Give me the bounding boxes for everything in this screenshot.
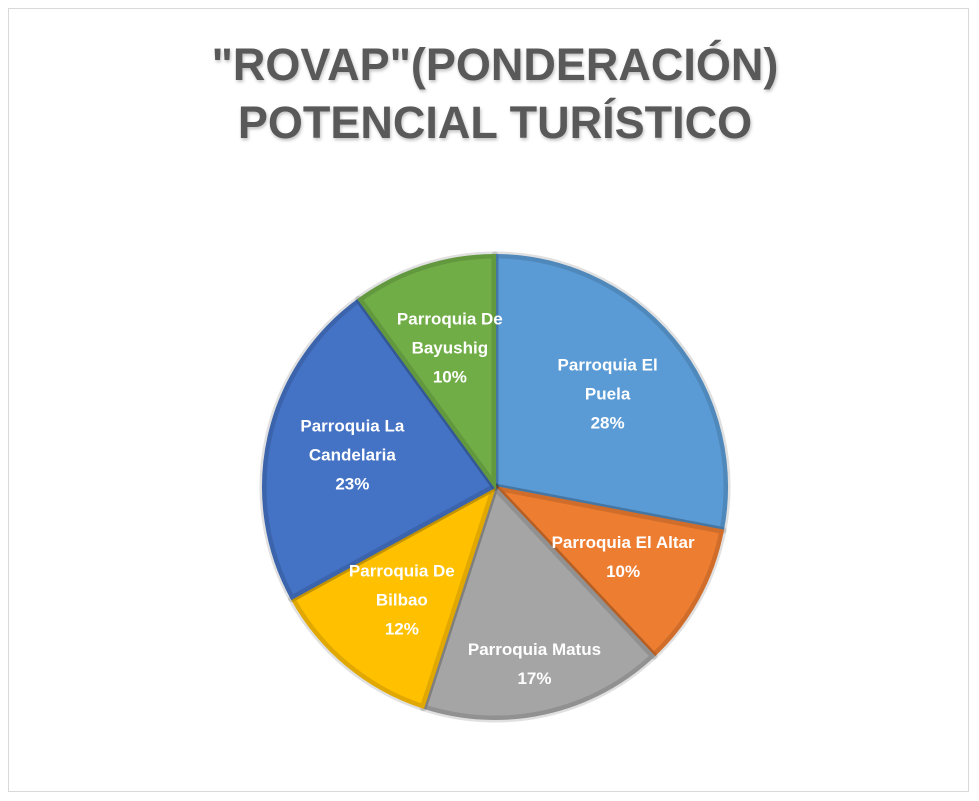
pie-slice: [262, 297, 497, 601]
label-category: Parroquia Matus: [467, 639, 602, 659]
slice-edge: [355, 251, 499, 491]
label-value: 28%: [590, 413, 625, 433]
pie-slice: [422, 485, 656, 720]
chart-title: "ROVAP"(PONDERACIÓN) POTENCIAL TURÍSTICO: [211, 39, 779, 148]
pie-slice: [357, 253, 496, 491]
slice-edge: [288, 483, 499, 712]
data-label: Parroquia El Altar 10%: [548, 528, 698, 586]
data-label: Parroquia El Puela 28%: [533, 350, 683, 437]
label-value: 17%: [517, 668, 552, 688]
label-category: Parroquia De Bilbao: [348, 561, 455, 610]
data-label: Parroquia De Bilbao 12%: [327, 556, 477, 643]
label-value: 23%: [335, 474, 370, 494]
pie-slice: [290, 484, 497, 709]
data-label: Parroquia De Bayushig 10%: [375, 304, 525, 391]
label-category: Parroquia El Altar: [551, 533, 695, 553]
pie-slice: [494, 253, 728, 532]
label-category: Parroquia De Bayushig: [396, 309, 503, 358]
label-value: 12%: [384, 619, 419, 639]
pie-slice: [492, 485, 725, 658]
label-value: 10%: [432, 367, 467, 387]
label-category: Parroquia El Puela: [557, 355, 658, 404]
slice-edge: [491, 251, 731, 534]
chart-frame: [8, 8, 969, 792]
slice-edge: [259, 295, 499, 603]
label-value: 10%: [606, 562, 641, 582]
label-category: Parroquia La Candelaria: [300, 416, 405, 465]
slice-edge: [419, 483, 658, 723]
data-label: Parroquia Matus 17%: [459, 635, 609, 693]
data-label: Parroquia La Candelaria 23%: [277, 412, 427, 499]
slice-edge: [491, 483, 727, 660]
